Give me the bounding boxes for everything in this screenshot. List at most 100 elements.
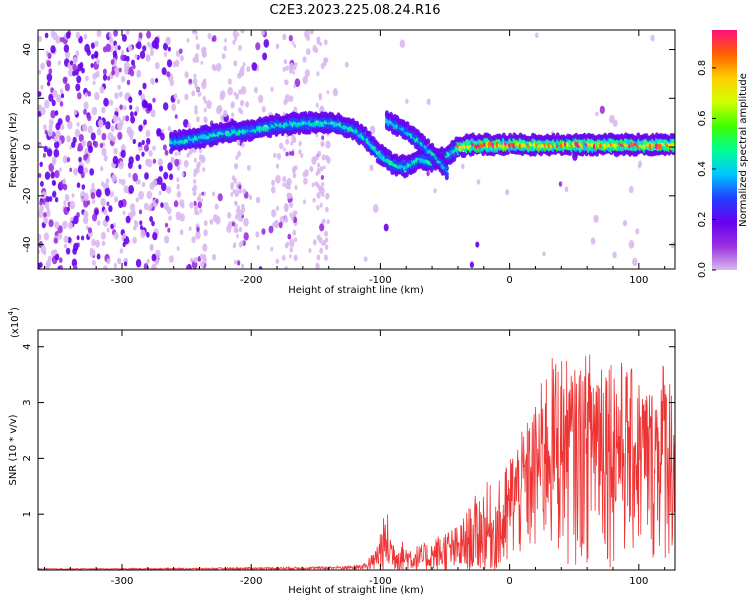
spectrogram-cell xyxy=(145,158,150,166)
spectrogram-cell xyxy=(289,95,294,102)
spectrogram-cell xyxy=(193,171,197,178)
spectrogram-cell xyxy=(287,184,291,190)
spectrogram-cell xyxy=(96,128,102,136)
spectrogram-cell xyxy=(181,172,185,177)
spectrogram-cell xyxy=(237,72,242,79)
spectrogram-cell xyxy=(202,95,206,101)
spectrogram-cell xyxy=(69,167,73,172)
spectrogram-cell xyxy=(241,263,245,269)
spectrogram-cell xyxy=(38,173,42,178)
spectrogram-cell xyxy=(169,173,174,181)
spectrogram-cell xyxy=(275,258,280,264)
spectrogram-cell xyxy=(114,196,119,203)
spectrogram-cell xyxy=(130,115,136,124)
spectrogram-cell xyxy=(240,65,245,73)
spectrogram-cell xyxy=(635,228,640,235)
spectrogram-cell xyxy=(293,44,297,48)
spectrogram-cell xyxy=(248,194,253,200)
spectrogram-cell xyxy=(232,39,236,45)
spectrogram-cell xyxy=(63,235,69,244)
spectrogram-cell xyxy=(321,154,326,161)
spectrogram-cell xyxy=(369,164,374,171)
spectrogram-cell xyxy=(98,119,104,128)
spectrogram-cell xyxy=(80,197,84,203)
spectrogram-cell xyxy=(83,125,88,132)
spectrogram-cell xyxy=(609,114,615,124)
spectrogram-cell xyxy=(43,250,47,256)
spectrogram-cell xyxy=(289,254,292,259)
spectrogram-cell xyxy=(197,201,202,209)
spectrogram-cell xyxy=(179,55,184,62)
snr-y-ticks: 1 2 3 4 xyxy=(22,344,675,517)
spectrogram-cell xyxy=(174,158,180,167)
spectrogram-cell xyxy=(198,193,202,198)
spectrogram-cell xyxy=(86,49,91,56)
spectrogram-cell xyxy=(129,69,135,77)
spectrogram-cell xyxy=(319,41,322,47)
spectrogram-cell xyxy=(43,232,50,241)
spectrogram-cell xyxy=(45,263,49,269)
spectrogram-cell xyxy=(212,65,217,72)
spectrogram-cell xyxy=(143,263,149,269)
spectrogram-cell xyxy=(290,141,294,146)
spectrogram-cell xyxy=(176,183,180,190)
spectrogram-cell xyxy=(263,39,270,48)
spectrogram-cell xyxy=(200,60,204,65)
spectrogram-cell xyxy=(168,255,174,263)
spectrogram-cell xyxy=(166,186,172,194)
spectrogram-cell xyxy=(173,93,178,100)
spectrogram-cell xyxy=(170,156,175,164)
spectrogram-cell xyxy=(93,140,99,148)
spectrogram-cell xyxy=(47,129,53,137)
spectrogram-cell xyxy=(236,234,239,239)
spectrogram-cell xyxy=(125,30,130,35)
spectrogram-cell xyxy=(595,111,599,117)
spectrogram-cell xyxy=(106,227,110,233)
spectrogram-cell xyxy=(193,184,198,192)
svg-text:(x104): (x104) xyxy=(7,307,21,338)
y-tick-label: 1 xyxy=(22,511,33,517)
spectrogram-cell xyxy=(194,84,198,89)
spectrogram-cell xyxy=(276,153,282,160)
spectrogram-cell xyxy=(214,203,219,210)
spectrogram-cell xyxy=(444,159,449,166)
spectrogram-cell xyxy=(64,243,67,249)
spectrogram-cell xyxy=(117,45,121,51)
spectrogram-cell xyxy=(622,219,628,227)
spectrogram-cell xyxy=(102,46,107,53)
spectrogram-cell xyxy=(94,91,100,101)
spectrogram-cell xyxy=(121,178,126,186)
x-tick-label: -100 xyxy=(369,576,392,587)
spectrogram-cell xyxy=(197,91,202,97)
spectrogram-cell xyxy=(325,140,331,149)
spectrogram-cell xyxy=(75,31,81,39)
spectrogram-cell xyxy=(119,104,123,110)
spectrogram-cell xyxy=(163,102,169,111)
spectrogram-cell xyxy=(558,181,563,187)
spectrogram-cell xyxy=(76,75,82,84)
spectrogram-cell xyxy=(58,265,63,269)
spectrogram-cell xyxy=(239,209,244,216)
spectrogram-cell xyxy=(133,225,137,231)
spectrogram-cell xyxy=(317,150,322,157)
spectrogram-cell xyxy=(292,210,297,216)
spectrogram-cell xyxy=(54,253,60,261)
spectrogram-cell xyxy=(74,128,81,138)
spectrogram-cell xyxy=(318,185,322,191)
spectrogram-cell xyxy=(289,151,292,156)
spectrogram-frame xyxy=(37,29,676,270)
spectrogram-cell xyxy=(142,82,147,90)
spectrogram-cell xyxy=(83,215,89,225)
spectrogram-cell xyxy=(221,53,226,60)
spectrogram-cell xyxy=(122,210,126,216)
spectrogram-cell xyxy=(177,150,181,156)
spectrogram-cell xyxy=(113,147,118,155)
spectrogram-cell xyxy=(81,235,85,241)
spectrogram-cell xyxy=(197,161,201,167)
spectrogram-cell xyxy=(279,142,284,150)
spectrogram-cell xyxy=(132,236,137,244)
spectrogram-cell xyxy=(302,56,307,63)
spectrogram-cell xyxy=(175,211,182,221)
spectrogram-cell xyxy=(303,199,306,204)
spectrogram-cell xyxy=(60,93,65,99)
